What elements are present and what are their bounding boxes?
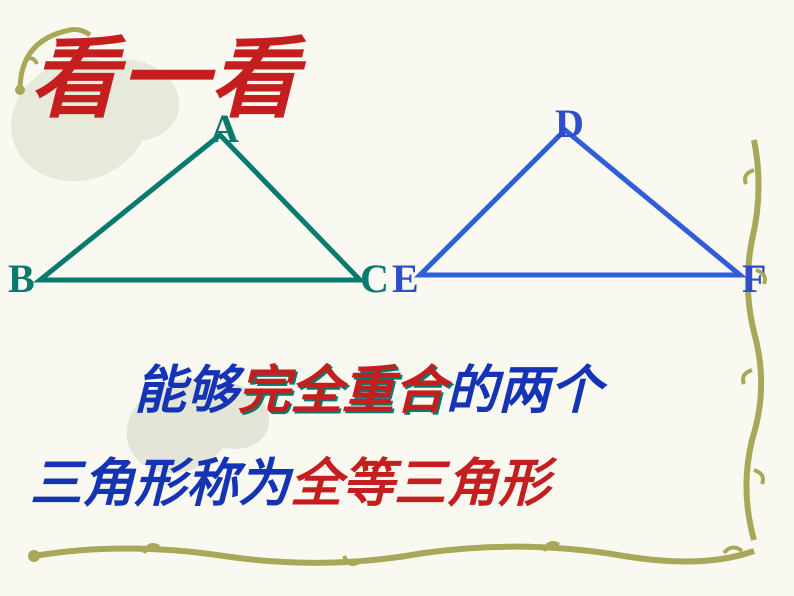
triangle-def — [420, 130, 740, 275]
sentence-part5: 全等三角形 — [290, 456, 550, 513]
sentence-indent — [30, 363, 134, 420]
vertex-label-d: D — [555, 100, 584, 147]
definition-sentence: 能够完全重合的两个 三角形称为全等三角形 — [30, 350, 750, 526]
triangle-abc — [40, 135, 360, 280]
sentence-part2: 完全重合 — [238, 363, 446, 420]
vine-bottom — [24, 531, 764, 581]
vertex-label-a: A — [210, 105, 239, 152]
sentence-part4: 三角形称为 — [30, 456, 290, 513]
vertex-label-f: F — [742, 255, 766, 302]
triangle-diagram: A B C D E F — [20, 115, 770, 300]
sentence-part3: 的两个 — [446, 363, 602, 420]
vertex-label-b: B — [8, 255, 35, 302]
vertex-label-e: E — [392, 255, 419, 302]
vertex-label-c: C — [360, 255, 389, 302]
sentence-part1: 能够 — [134, 363, 238, 420]
